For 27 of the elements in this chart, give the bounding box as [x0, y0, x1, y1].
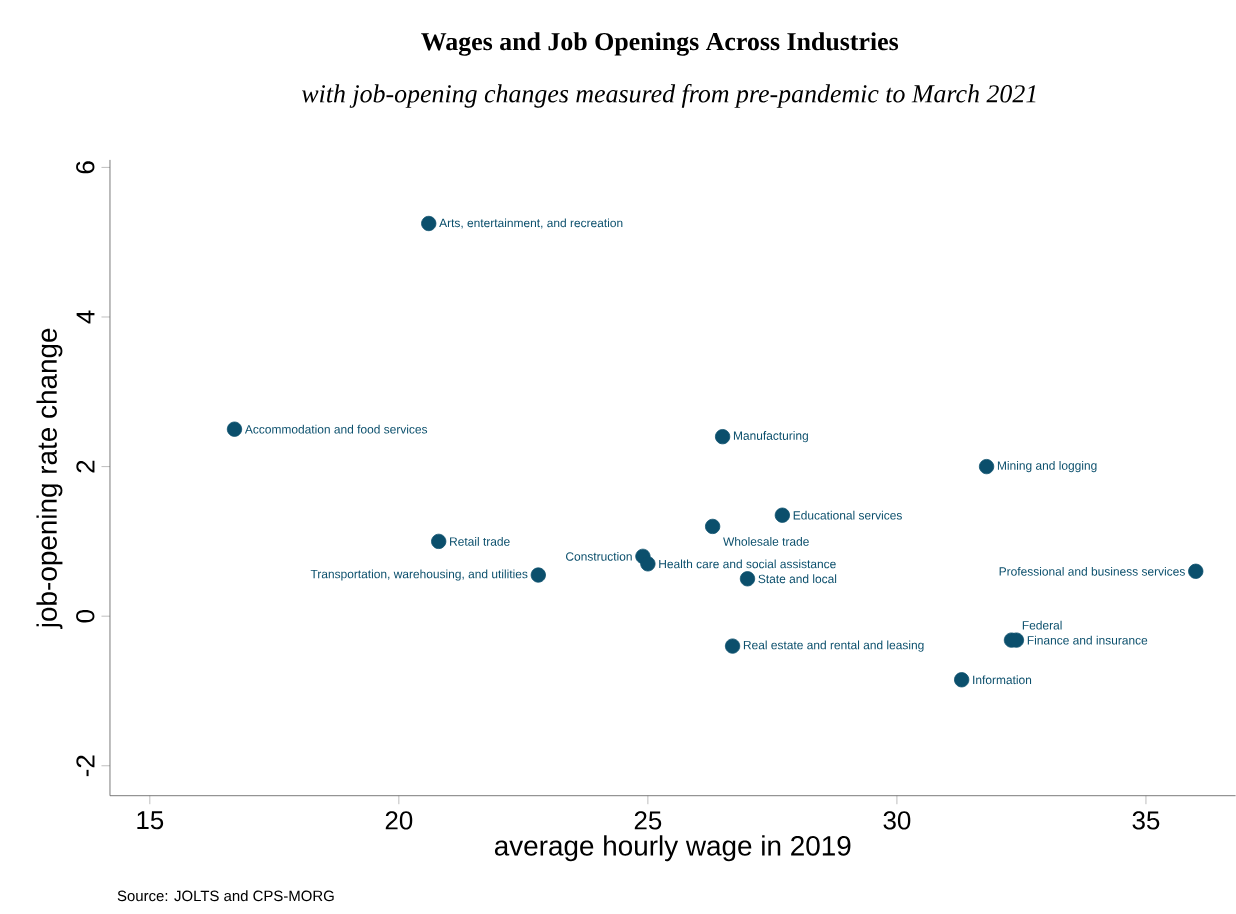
x-tick-label: 30: [883, 811, 911, 830]
point: [715, 429, 731, 445]
y-tick-label: 4: [76, 310, 95, 324]
point: [978, 459, 995, 475]
point: [774, 507, 790, 523]
point: [705, 518, 721, 535]
point: [640, 556, 656, 572]
point: [226, 421, 243, 437]
point: [739, 571, 756, 587]
y-tick-label: -2: [76, 755, 95, 777]
y-tick-label: 2: [76, 460, 95, 473]
chart-subtitle: with job-opening changes measured from pre-pandemic to March 2021: [301, 84, 1036, 108]
x-tick-label: 15: [137, 811, 164, 830]
point: [431, 533, 447, 550]
point: [954, 672, 970, 688]
y-tick-label: 6: [76, 161, 95, 174]
y-tick-label: 0: [76, 610, 95, 623]
point: [724, 638, 741, 654]
point: [421, 216, 437, 232]
point: [530, 567, 546, 583]
x-axis-title: average hourly wage in 2019: [494, 835, 851, 862]
x-tick-label: 20: [385, 811, 413, 830]
x-tick-label: 35: [1132, 811, 1160, 830]
chart-title: Wages and Job Openings Across Industries: [421, 32, 899, 56]
y-axis-title: job-opening rate change: [36, 328, 63, 630]
x-tick-label: 25: [634, 811, 662, 830]
point: [1188, 563, 1204, 580]
